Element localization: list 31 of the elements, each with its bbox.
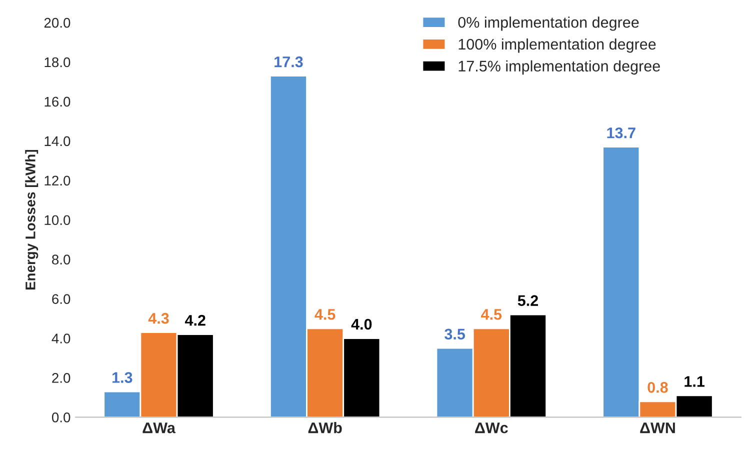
data-label: 3.5 bbox=[444, 328, 466, 340]
y-tick-label: 2.0 bbox=[52, 373, 70, 383]
data-label: 4.5 bbox=[314, 309, 336, 320]
y-tick-label: 12.0 bbox=[44, 176, 70, 186]
y-tick-label: 8.0 bbox=[52, 254, 70, 264]
y-tick-label: 0.0 bbox=[52, 412, 70, 422]
y-tick-label: 14.0 bbox=[44, 136, 70, 146]
data-label: 1.3 bbox=[112, 372, 132, 383]
data-label: 5.2 bbox=[518, 295, 538, 306]
data-label: 4.3 bbox=[148, 312, 169, 324]
y-tick-label: 4.0 bbox=[52, 334, 70, 344]
data-label: 17.3 bbox=[274, 56, 303, 68]
data-label: 4.0 bbox=[351, 318, 372, 330]
y-tick-label: 6.0 bbox=[52, 294, 70, 304]
data-label: 4.5 bbox=[481, 309, 502, 320]
x-tick-label: ΔWa bbox=[142, 422, 176, 434]
legend-label: 17.5% implementation degree bbox=[458, 60, 660, 75]
x-tick-label: ΔWc bbox=[475, 422, 508, 434]
data-label: 13.7 bbox=[607, 127, 636, 138]
x-tick-label: ΔWN bbox=[640, 422, 675, 434]
legend-label: 0% implementation degree bbox=[458, 16, 639, 31]
legend-label: 100% implementation degree bbox=[458, 38, 656, 53]
y-tick-label: 10.0 bbox=[44, 215, 70, 226]
y-tick-label: 20.0 bbox=[44, 18, 70, 28]
data-label: 4.2 bbox=[184, 314, 206, 326]
data-label: 0.8 bbox=[648, 382, 668, 393]
x-tick-label: ΔWb bbox=[308, 422, 342, 434]
y-tick-label: 16.0 bbox=[44, 96, 70, 107]
data-label: 1.1 bbox=[684, 376, 705, 387]
y-tick-label: 18.0 bbox=[44, 57, 70, 68]
y-axis-title: Energy Losses [kWh] bbox=[25, 150, 38, 290]
